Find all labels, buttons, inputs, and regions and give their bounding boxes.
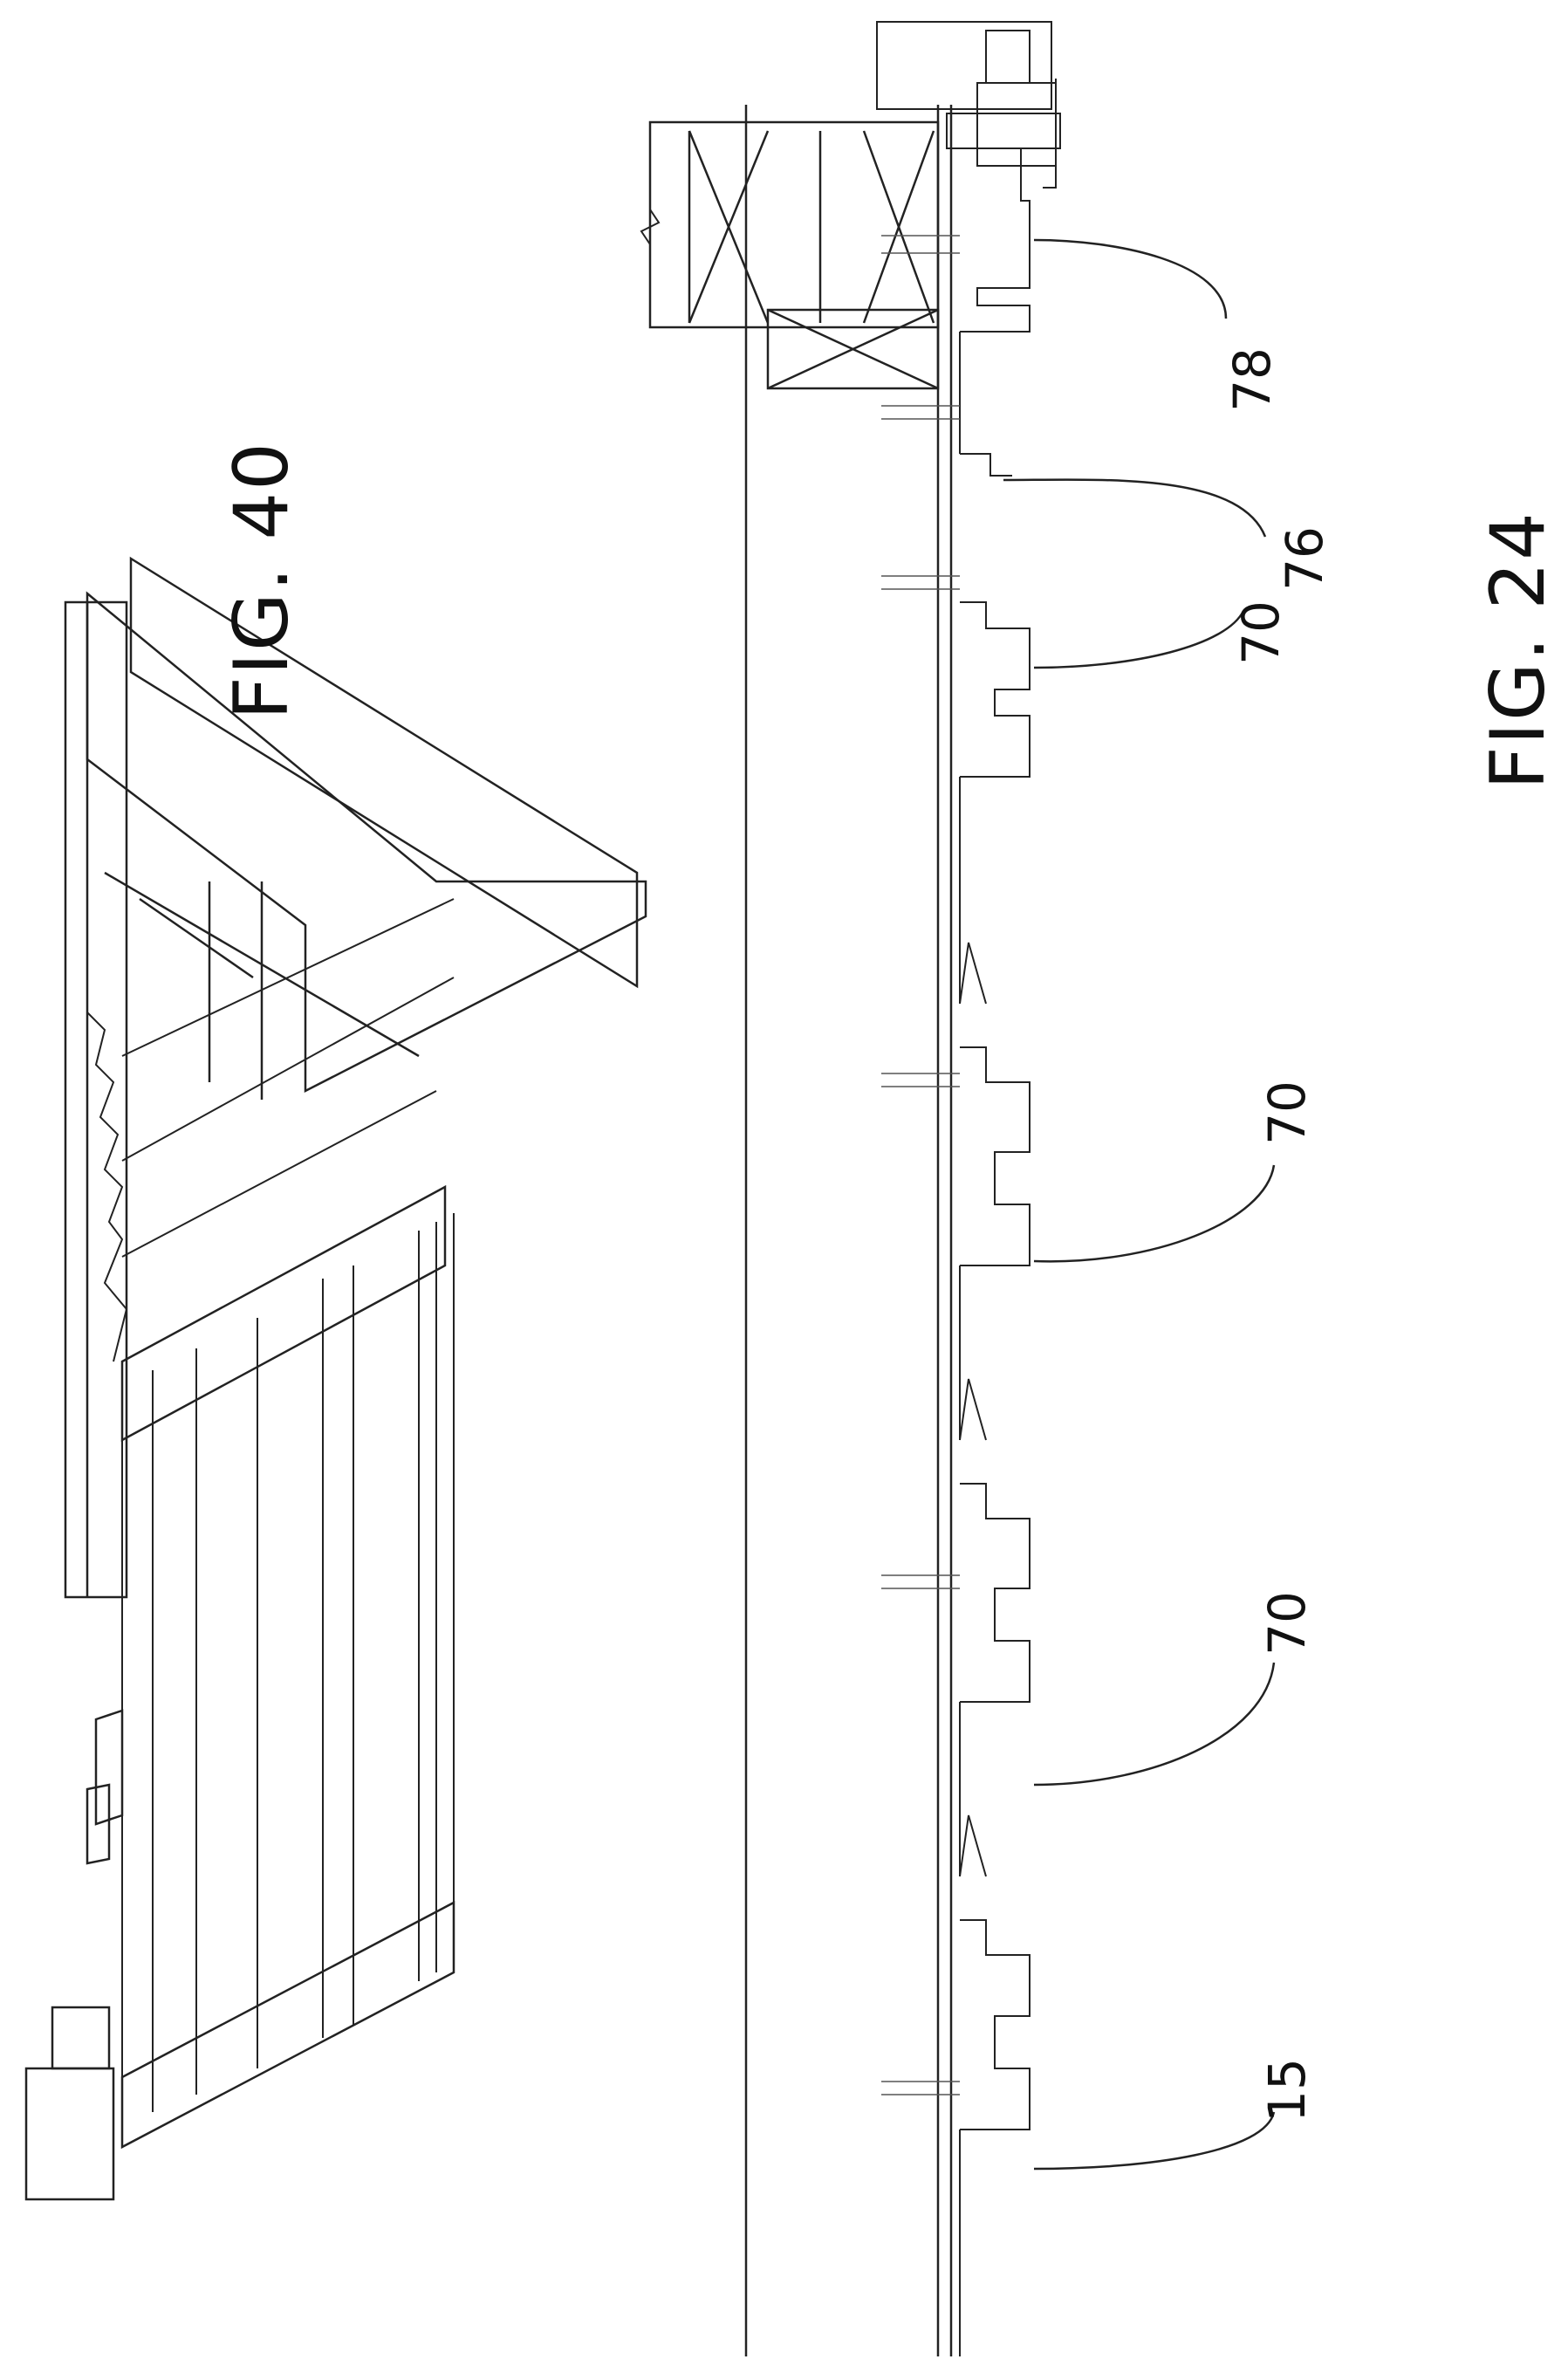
ref-numeral-78: 78 — [1222, 336, 1283, 423]
fig24-framing-blocks — [650, 122, 938, 388]
leader-70b — [1034, 1165, 1274, 1261]
fig40-top-trim — [87, 593, 646, 1100]
leader-78 — [1034, 240, 1226, 319]
leader-70c — [1034, 1663, 1274, 1785]
ref-numeral-70-third: 70 — [1256, 1580, 1318, 1667]
ref-numeral-70-second: 70 — [1256, 1069, 1318, 1156]
ref-numeral-70-first: 70 — [1230, 589, 1291, 676]
leader-70a — [1034, 611, 1243, 668]
fig24-top-trim — [877, 22, 1060, 188]
fig24-title: FIG. 24 — [1470, 493, 1566, 807]
fig24-sheathing-panel — [746, 105, 951, 2356]
fig24-fasteners — [881, 236, 960, 2095]
fig40-back-wall — [65, 602, 127, 1597]
fig24-leader-lines — [1003, 240, 1274, 2169]
fig40-base-block — [26, 2068, 113, 2199]
fig40-perspective-view — [26, 559, 646, 2199]
ref-numeral-15: 15 — [1256, 2047, 1318, 2134]
fig40-title: FIG. 40 — [214, 423, 310, 737]
leader-15 — [1034, 2112, 1274, 2169]
leader-76 — [1003, 480, 1265, 537]
fig24-cross-section — [641, 22, 1274, 2356]
fig40-battens — [122, 559, 637, 2147]
